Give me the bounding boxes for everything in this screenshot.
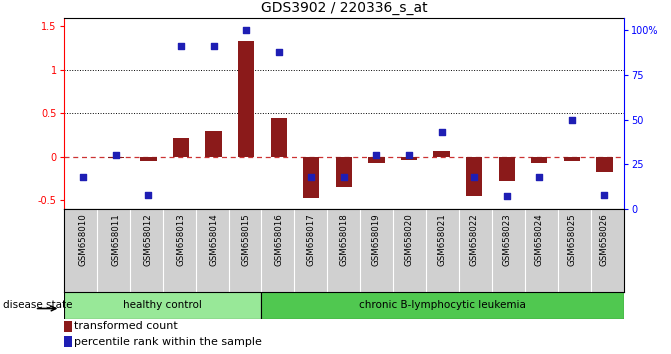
Text: GSM658014: GSM658014 bbox=[209, 213, 218, 266]
Text: GSM658025: GSM658025 bbox=[568, 213, 576, 266]
Text: transformed count: transformed count bbox=[74, 321, 178, 331]
Point bbox=[208, 44, 219, 49]
Point bbox=[78, 174, 89, 179]
Text: GSM658018: GSM658018 bbox=[340, 213, 348, 266]
Text: chronic B-lymphocytic leukemia: chronic B-lymphocytic leukemia bbox=[360, 300, 526, 310]
Point bbox=[338, 174, 349, 179]
Bar bbox=[262, 292, 624, 319]
Text: GSM658010: GSM658010 bbox=[79, 213, 88, 266]
Text: GSM658024: GSM658024 bbox=[535, 213, 544, 266]
Point bbox=[566, 117, 577, 122]
Text: GSM658015: GSM658015 bbox=[242, 213, 251, 266]
Text: GSM658016: GSM658016 bbox=[274, 213, 283, 266]
Point bbox=[371, 153, 382, 158]
Text: GSM658020: GSM658020 bbox=[405, 213, 413, 266]
Text: GSM658013: GSM658013 bbox=[176, 213, 185, 266]
Bar bbox=[64, 336, 72, 347]
Bar bbox=[205, 131, 221, 157]
Point bbox=[111, 153, 121, 158]
Point bbox=[469, 174, 480, 179]
Bar bbox=[499, 157, 515, 181]
Bar bbox=[238, 41, 254, 157]
Text: healthy control: healthy control bbox=[123, 300, 202, 310]
Bar bbox=[336, 157, 352, 187]
Point bbox=[404, 153, 415, 158]
Text: percentile rank within the sample: percentile rank within the sample bbox=[74, 337, 262, 347]
Bar bbox=[108, 157, 124, 159]
Point bbox=[534, 174, 545, 179]
Text: GSM658026: GSM658026 bbox=[600, 213, 609, 266]
Text: disease state: disease state bbox=[3, 300, 73, 310]
Text: GSM658012: GSM658012 bbox=[144, 213, 153, 266]
Point bbox=[436, 129, 447, 135]
Bar bbox=[64, 292, 262, 319]
Bar bbox=[140, 157, 156, 161]
Point bbox=[599, 192, 610, 198]
Point bbox=[143, 192, 154, 198]
Bar bbox=[270, 118, 287, 157]
Text: GSM658023: GSM658023 bbox=[503, 213, 511, 266]
Bar bbox=[401, 157, 417, 160]
Text: GSM658021: GSM658021 bbox=[437, 213, 446, 266]
Point bbox=[273, 49, 284, 55]
Bar bbox=[173, 138, 189, 157]
Bar bbox=[433, 151, 450, 157]
Text: GSM658017: GSM658017 bbox=[307, 213, 316, 266]
Bar bbox=[303, 157, 319, 199]
Bar bbox=[64, 321, 72, 332]
Text: GSM658019: GSM658019 bbox=[372, 213, 381, 266]
Bar bbox=[564, 157, 580, 161]
Title: GDS3902 / 220336_s_at: GDS3902 / 220336_s_at bbox=[260, 1, 427, 15]
Text: GSM658022: GSM658022 bbox=[470, 213, 478, 266]
Point bbox=[501, 194, 512, 199]
Bar bbox=[368, 157, 384, 163]
Bar bbox=[466, 157, 482, 196]
Point bbox=[241, 27, 252, 33]
Bar bbox=[597, 157, 613, 172]
Text: GSM658011: GSM658011 bbox=[111, 213, 120, 266]
Point bbox=[176, 44, 187, 49]
Point bbox=[306, 174, 317, 179]
Bar bbox=[531, 157, 548, 163]
